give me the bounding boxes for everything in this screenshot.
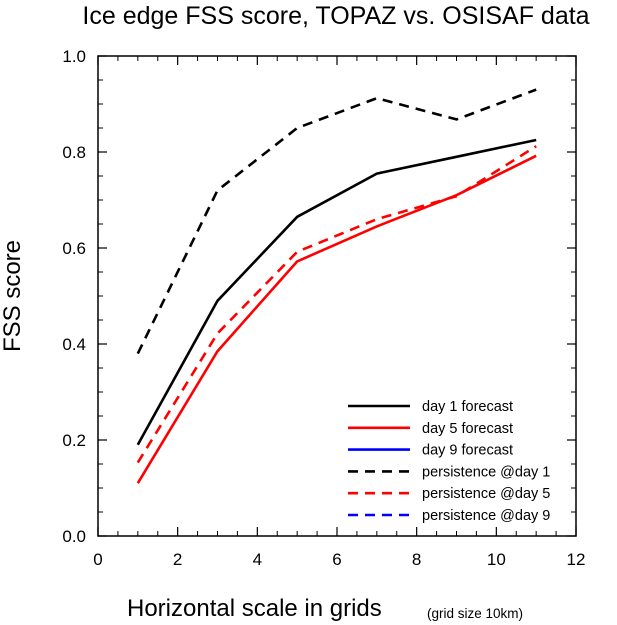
series-lines <box>136 88 537 484</box>
x-tick-label: 6 <box>332 550 341 569</box>
x-tick-label: 2 <box>173 550 182 569</box>
legend-label-day-9-forecast: day 9 forecast <box>422 443 513 459</box>
legend: day 1 forecast day 5 forecast day 9 foreca… <box>348 399 550 524</box>
x-axis-label-note: (grid size 10km) <box>427 606 523 621</box>
x-tick-label: 10 <box>487 550 506 569</box>
chart-title: Ice edge FSS score, TOPAZ vs. OSISAF dat… <box>82 2 589 30</box>
x-axis-label: Horizontal scale in grids <box>127 595 382 622</box>
y-tick-label: 0.4 <box>62 335 86 354</box>
legend-label-persistence-day-1: persistence @day 1 <box>422 464 550 480</box>
axis-ticks: 0 2 4 6 8 10 12 0.0 0.2 0.4 0.6 0.8 1.0 <box>62 47 585 569</box>
legend-label-day-1-forecast: day 1 forecast <box>422 399 513 415</box>
series-line-persistence-day-1 <box>136 88 537 355</box>
legend-label-persistence-day-5: persistence @day 5 <box>422 486 550 502</box>
series-line-persistence-day-5 <box>136 145 537 464</box>
y-axis-label: FSS score <box>0 240 26 352</box>
y-tick-label: 0.8 <box>62 143 86 162</box>
x-tick-label: 0 <box>93 550 102 569</box>
x-tick-label: 8 <box>412 550 421 569</box>
x-tick-label: 4 <box>253 550 262 569</box>
series-line-day-1-forecast <box>136 138 537 446</box>
legend-label-day-5-forecast: day 5 forecast <box>422 421 513 437</box>
x-tick-label: 12 <box>567 550 586 569</box>
legend-label-persistence-day-9: persistence @day 9 <box>422 508 550 524</box>
y-tick-label: 1.0 <box>62 47 86 66</box>
y-tick-label: 0.2 <box>62 431 86 450</box>
y-tick-label: 0.6 <box>62 239 86 258</box>
y-tick-label: 0.0 <box>62 527 86 546</box>
